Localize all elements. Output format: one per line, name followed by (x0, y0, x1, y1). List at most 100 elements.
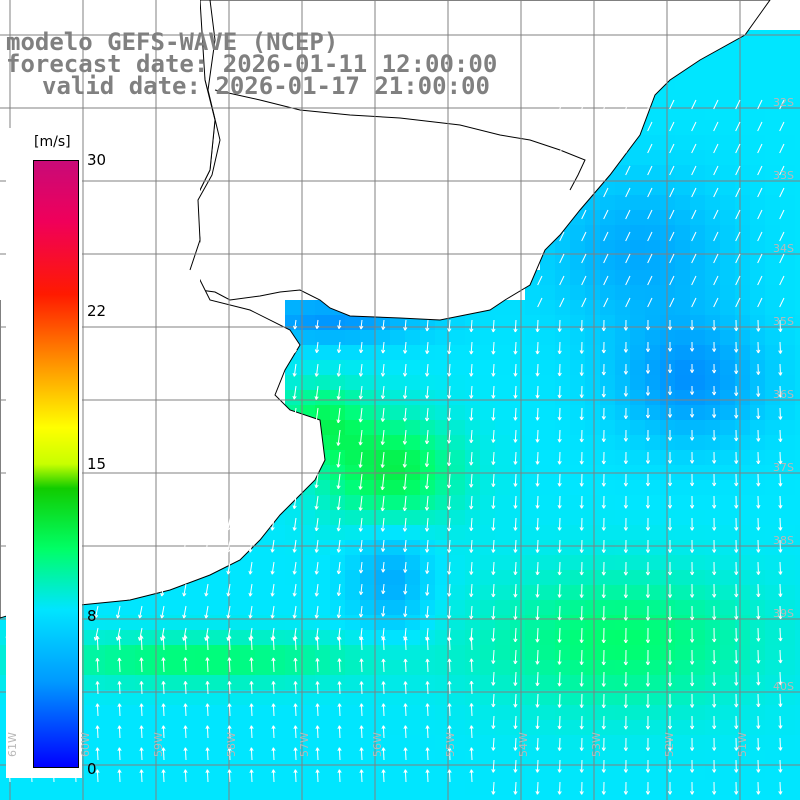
wind-arrow-head (425, 636, 428, 641)
wind-arrow-head (691, 504, 695, 509)
field-cell (720, 645, 736, 661)
field-cell (285, 525, 301, 541)
wind-arrow (735, 143, 741, 154)
field-cell (540, 645, 556, 661)
wind-arrow-head (669, 527, 673, 531)
field-cell (795, 555, 800, 571)
wind-arrow-head (492, 350, 496, 355)
wind-arrow (96, 681, 99, 695)
field-cell (660, 720, 676, 736)
field-cell (240, 585, 256, 601)
field-cell (345, 675, 361, 691)
field-cell (255, 540, 271, 556)
field-cell (330, 615, 346, 631)
field-cell (660, 540, 676, 556)
field-cell (690, 585, 706, 601)
wind-arrow-head (559, 483, 562, 487)
field-cell (450, 615, 466, 631)
field-cell (360, 750, 376, 766)
field-cell (615, 165, 631, 181)
wind-arrow-head (514, 682, 518, 686)
field-cell (345, 450, 361, 466)
field-cell (645, 660, 661, 676)
wind-arrow-head (669, 639, 673, 643)
field-cell (345, 405, 361, 421)
wind-arrow (316, 703, 319, 717)
field-cell (675, 390, 691, 406)
wind-arrow-head (757, 482, 761, 487)
field-cell (615, 765, 631, 781)
wind-arrow (735, 209, 741, 220)
field-cell (405, 615, 421, 631)
field-cell (780, 705, 796, 721)
wind-arrow (779, 583, 782, 597)
field-cell (570, 555, 586, 571)
field-cell (780, 480, 796, 496)
wind-arrow-head (757, 328, 761, 332)
field-cell (615, 510, 631, 526)
field-cell (495, 345, 511, 361)
field-cell (390, 795, 406, 800)
wind-arrow-head (492, 571, 496, 575)
wind-arrow (206, 681, 209, 695)
wind-arrow (206, 769, 209, 783)
wind-arrow-head (425, 658, 428, 663)
wind-arrow-head (381, 636, 384, 641)
field-cell (120, 645, 136, 661)
wind-arrow-head (758, 681, 761, 686)
wind-arrow-head (757, 725, 761, 729)
field-cell (630, 645, 646, 661)
wind-arrow (205, 539, 209, 553)
field-cell (390, 480, 406, 496)
wind-arrow-head (470, 373, 474, 377)
wind-arrow-head (426, 549, 430, 553)
wind-arrow (293, 517, 297, 531)
field-cell (765, 570, 781, 586)
field-cell (555, 315, 571, 331)
wind-arrow-head (647, 704, 651, 708)
field-cell (570, 705, 586, 721)
field-cell (720, 315, 736, 331)
field-cell (600, 765, 616, 781)
field-cell (705, 345, 721, 361)
field-cell (675, 195, 691, 211)
field-cell (630, 150, 646, 166)
wind-arrow (514, 517, 517, 531)
field-cell (585, 555, 601, 571)
wind-arrow-head (713, 638, 717, 643)
wind-arrow-head (581, 594, 584, 598)
wind-arrow-head (780, 790, 783, 795)
field-cell (405, 645, 421, 661)
field-cell (660, 585, 676, 601)
field-cell (615, 480, 631, 496)
field-cell (780, 270, 796, 286)
wind-arrow-head (227, 681, 230, 685)
wind-arrow-head (470, 395, 474, 399)
wind-arrow-head (625, 617, 628, 621)
field-cell (750, 240, 766, 256)
wind-arrow-head (95, 747, 98, 752)
field-cell (750, 45, 766, 61)
field-cell (270, 555, 286, 571)
field-cell (180, 720, 196, 736)
wind-arrow (206, 725, 209, 739)
field-cell (630, 435, 646, 451)
field-cell (795, 270, 800, 286)
field-cell (345, 570, 361, 586)
field-cell (780, 435, 796, 451)
field-cell (765, 705, 781, 721)
field-cell (765, 750, 781, 766)
field-cell (780, 135, 796, 151)
field-cell (390, 735, 406, 751)
longitude-label: 51W (736, 732, 749, 757)
wind-arrow-head (448, 417, 452, 422)
field-cell (450, 645, 466, 661)
field-cell (660, 360, 676, 376)
field-cell (660, 705, 676, 721)
wind-arrow-head (293, 657, 296, 662)
field-cell (435, 675, 451, 691)
field-cell (705, 90, 721, 106)
wind-arrow (250, 657, 253, 673)
field-cell (135, 735, 151, 751)
field-cell (375, 510, 391, 526)
